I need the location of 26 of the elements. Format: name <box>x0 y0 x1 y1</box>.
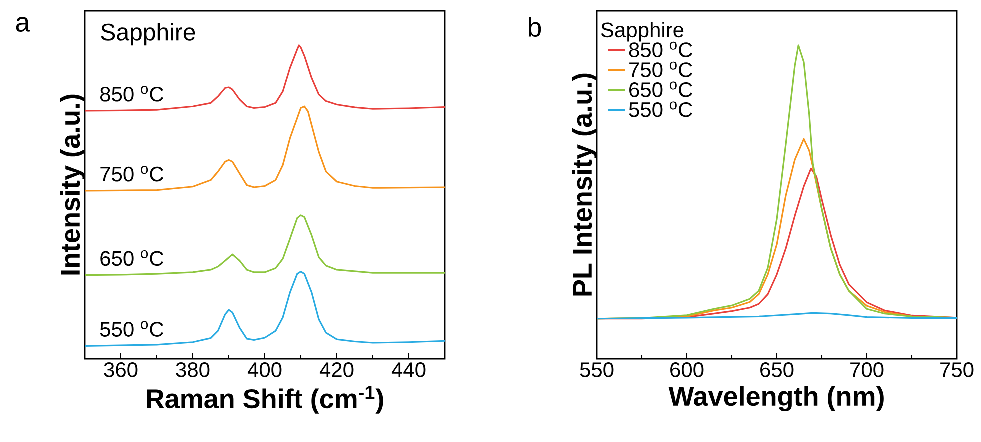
x-tick-label: 360 <box>104 362 138 378</box>
x-tick-label: 380 <box>176 362 210 378</box>
x-tick-label: 650 <box>760 362 794 378</box>
x-tick-label: 400 <box>248 362 282 378</box>
legend-label: 750 $^{o}$C <box>630 62 692 78</box>
x-tick-label: 440 <box>392 362 426 378</box>
x-axis-title: Wavelength (nm) <box>668 386 884 412</box>
series-label: 550 $^{o}$C <box>100 321 164 337</box>
y-axis-title: Intensity (a.u.) <box>60 94 86 275</box>
series-label: 650 $^{o}$C <box>100 250 164 266</box>
annotation: Sapphire <box>101 23 196 46</box>
x-tick-label: 750 <box>940 362 974 378</box>
y-axis-title: PL Intensity (a.u.) <box>572 74 598 296</box>
text: a <box>16 17 30 32</box>
series-label: 750 $^{o}$C <box>100 166 164 182</box>
x-tick-label: 420 <box>320 362 354 378</box>
x-tick-label: 600 <box>670 362 704 378</box>
legend-title: Sapphire <box>601 22 684 42</box>
series-label: 850 $^{o}$C <box>100 86 164 102</box>
x-tick-label: 700 <box>850 362 884 378</box>
x-tick-label: 550 <box>580 362 614 378</box>
text: b <box>528 17 542 38</box>
legend-label: 850 $^{o}$C <box>629 42 692 58</box>
legend-label: 550 $^{o}$C <box>629 102 692 118</box>
x-axis-title: Raman Shift (cm$^{-1}$) <box>147 386 384 414</box>
legend-label: 650 $^{o}$C <box>630 82 692 98</box>
